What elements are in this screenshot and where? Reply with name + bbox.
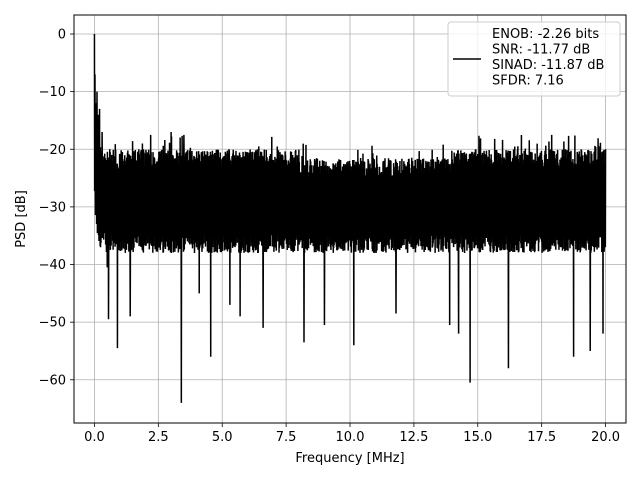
- legend-entry-label: ENOB: -2.26 bits SNR: -11.77 dB SINAD: -11…: [492, 27, 604, 89]
- y-tick-label: −50: [39, 316, 66, 331]
- y-tick-label: −30: [39, 200, 66, 215]
- y-tick-label: −10: [39, 85, 66, 100]
- y-tick-label: −20: [39, 143, 66, 158]
- x-tick-label: 17.5: [527, 430, 556, 445]
- y-tick-label: −60: [39, 373, 66, 388]
- x-tick-label: 20.0: [591, 430, 620, 445]
- plot-area: [93, 34, 607, 403]
- x-tick-label: 0.0: [84, 430, 105, 445]
- x-tick-label: 15.0: [463, 430, 492, 445]
- x-tick-label: 5.0: [212, 430, 233, 445]
- psd-series-line: [93, 34, 607, 403]
- x-tick-label: 7.5: [276, 430, 297, 445]
- legend: ENOB: -2.26 bits SNR: -11.77 dB SINAD: -11…: [447, 21, 621, 97]
- y-axis-ticks: 0 −10 −20 −30 −40 −50 −60: [39, 28, 74, 388]
- legend-entry-line: ENOB: -2.26 bits: [492, 27, 599, 42]
- legend-entry-line: SINAD: -11.87 dB: [492, 58, 604, 73]
- legend-box: [447, 21, 621, 97]
- x-tick-label: 2.5: [148, 430, 169, 445]
- x-axis-ticks: 0.0 2.5 5.0 7.5 10.0 12.5 15.0 17.5 20.0: [84, 423, 620, 445]
- legend-entry-line: SFDR: 7.16: [492, 74, 564, 89]
- x-axis-label: Frequency [MHz]: [295, 451, 404, 466]
- y-tick-label: 0: [58, 28, 66, 43]
- legend-entry-line: SNR: -11.77 dB: [492, 43, 590, 58]
- y-axis-label: PSD [dB]: [14, 190, 29, 248]
- x-tick-label: 10.0: [336, 430, 365, 445]
- y-tick-label: −40: [39, 258, 66, 273]
- x-tick-label: 12.5: [399, 430, 428, 445]
